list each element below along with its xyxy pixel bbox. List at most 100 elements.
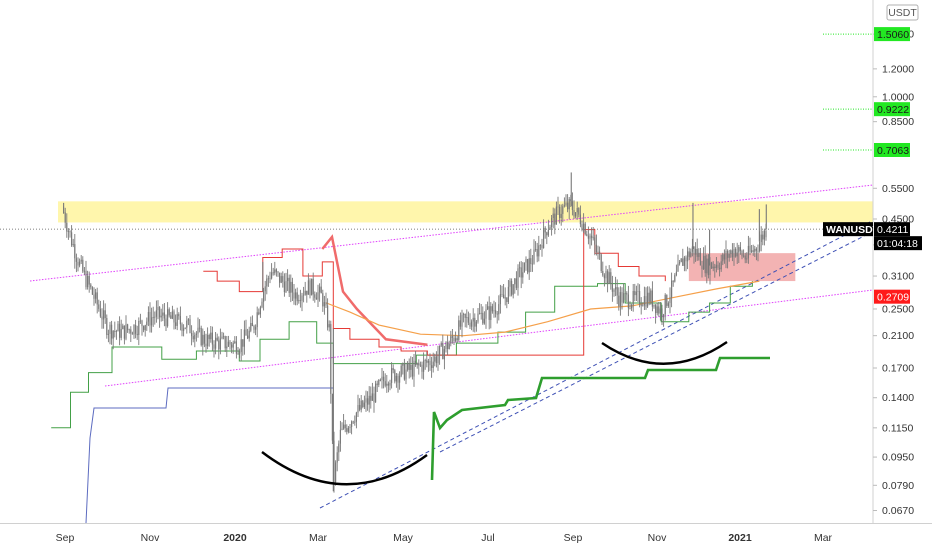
candle-body — [389, 383, 391, 386]
candle-body — [117, 323, 119, 332]
candle-body — [80, 259, 82, 262]
candles-layer — [63, 172, 767, 493]
candle-body — [525, 259, 527, 263]
candle-body — [192, 336, 194, 340]
candle-body — [362, 400, 364, 407]
candle-body — [443, 349, 445, 360]
candle-body — [613, 289, 615, 292]
price-tick-label-8: 0.3100 — [882, 271, 914, 283]
candle-body — [159, 306, 161, 318]
candle-body — [171, 311, 173, 319]
candle-body — [491, 306, 493, 312]
candle-body — [688, 251, 690, 257]
candle-body — [123, 325, 125, 339]
candle-body — [671, 280, 673, 298]
candle-body — [549, 226, 551, 230]
candle-body — [437, 355, 439, 364]
candle-body — [495, 310, 497, 314]
candle-body — [112, 331, 114, 339]
candle-body — [591, 235, 593, 238]
candle-body — [165, 318, 167, 327]
candle-body — [243, 329, 245, 347]
candle-body — [282, 276, 284, 282]
candle-body — [144, 325, 146, 331]
countdown-tag-box — [874, 236, 922, 251]
candle-body — [293, 292, 295, 299]
candle-body — [338, 443, 340, 453]
candle-body — [154, 316, 156, 318]
candle-body — [301, 295, 303, 301]
candle-body — [581, 224, 583, 230]
candle-body — [207, 335, 209, 347]
candle-body — [125, 324, 127, 339]
candle-body — [107, 333, 109, 335]
candle-body — [303, 294, 305, 296]
price-tick-label-12: 0.8500 — [882, 116, 914, 128]
candle-body — [307, 280, 309, 295]
candle-body — [535, 249, 537, 250]
candle-body — [211, 332, 213, 345]
candle-body — [397, 375, 399, 383]
candle-body — [168, 309, 170, 316]
candle-body — [661, 308, 663, 318]
candle-body — [752, 250, 754, 252]
candle-body — [250, 323, 252, 331]
candle-body — [355, 412, 357, 422]
price-axis[interactable]: 0.0670 0.0790 0.0950 0.1150 0.1400 0.1700 0.21… — [872, 0, 914, 523]
candle-body — [531, 263, 533, 265]
candle-body — [490, 306, 492, 320]
candle-body — [458, 320, 460, 340]
candle-body — [599, 251, 601, 255]
candle-body — [623, 293, 625, 303]
price-tick-label-1: 0.0790 — [882, 480, 914, 492]
candle-body — [259, 307, 261, 315]
candle-body — [419, 364, 421, 366]
candle-body — [530, 258, 532, 264]
candle-body — [467, 317, 469, 323]
trend-line-a — [319, 221, 871, 509]
target-tag-0-box — [874, 27, 910, 42]
candle-body — [504, 297, 506, 299]
candle-body — [378, 380, 380, 385]
price-tick-label-0: 0.0670 — [882, 505, 914, 517]
bold-red-segment — [321, 234, 428, 346]
candle-body — [498, 304, 500, 315]
candle-body — [669, 297, 671, 304]
candle-body — [463, 314, 465, 315]
candle-body — [309, 280, 311, 296]
time-axis[interactable]: Sep Nov 2020 Mar May Jul Sep Nov 2021 Mar — [0, 523, 932, 545]
candle-body — [635, 291, 637, 296]
candle-body — [72, 244, 74, 246]
candle-body — [197, 327, 199, 334]
price-tick-label-2: 0.0950 — [882, 452, 914, 464]
candle-body — [408, 362, 410, 370]
candle-body — [288, 277, 290, 293]
candle-body — [626, 293, 628, 295]
candle-body — [216, 337, 218, 341]
candle-body — [579, 214, 581, 225]
candle-body — [690, 251, 692, 257]
candle-body — [448, 343, 450, 349]
currency-badge[interactable]: USDT — [886, 4, 919, 21]
candle-body — [135, 325, 137, 334]
candle-body — [496, 313, 498, 315]
candle-body — [351, 421, 353, 427]
candle-body — [608, 272, 610, 284]
candle-body — [71, 232, 73, 246]
candle-body — [87, 275, 89, 288]
candle-body — [103, 310, 105, 320]
candle-body — [701, 265, 703, 270]
candle-body — [560, 213, 562, 218]
candle-body — [539, 245, 541, 246]
candle-body — [64, 212, 66, 223]
candle-body — [91, 287, 93, 295]
candle-body — [722, 254, 724, 262]
candle-body — [739, 247, 741, 251]
candle-body — [687, 251, 689, 262]
candle-body — [413, 360, 415, 377]
indicators-layer — [29, 184, 874, 524]
currency-label: USDT — [888, 7, 917, 19]
candle-body — [88, 275, 90, 285]
candle-body — [400, 365, 402, 376]
